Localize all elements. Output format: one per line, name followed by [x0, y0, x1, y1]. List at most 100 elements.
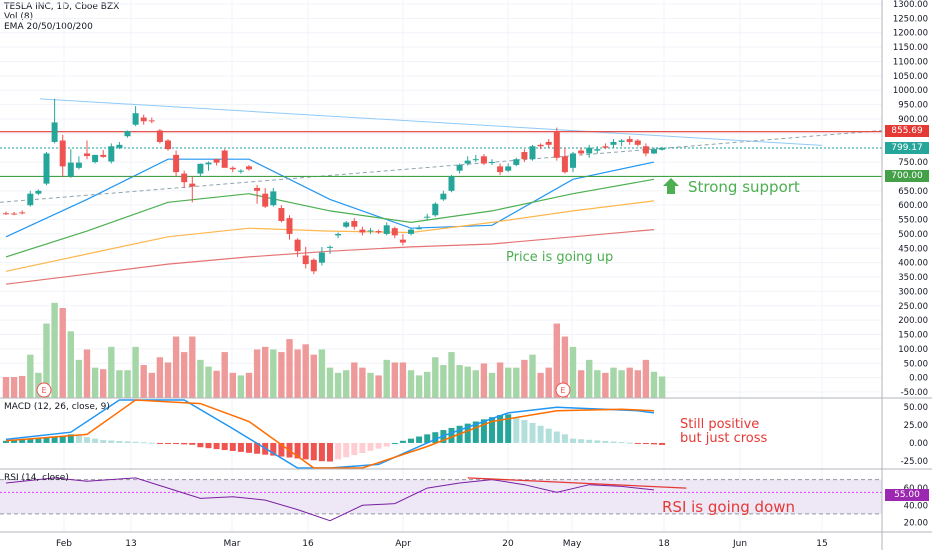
volume-bar — [424, 371, 431, 398]
macd-histogram-bar — [108, 440, 115, 443]
y-tick-label: 550.00 — [898, 216, 928, 226]
volume-bar — [610, 367, 617, 398]
macd-histogram-bar — [246, 442, 252, 453]
candle-body — [51, 122, 58, 142]
macd-histogram-bar — [480, 419, 487, 443]
macd-histogram-bar — [213, 442, 220, 450]
volume-bar — [10, 376, 18, 398]
volume-legend: Vol (8) — [4, 12, 34, 22]
candle-body — [359, 229, 366, 233]
earnings-marker — [36, 382, 52, 398]
macd-histogram-bar — [67, 434, 74, 443]
candle-body — [11, 213, 18, 215]
macd-histogram-bar — [497, 415, 504, 443]
volume-bar — [642, 359, 650, 398]
candle-body — [205, 162, 212, 165]
macd-histogram-bar — [205, 442, 212, 449]
y-tick-label: 250.00 — [898, 302, 928, 312]
y-tick-label: 750.00 — [898, 158, 928, 168]
rsi-divergence-line — [467, 477, 687, 489]
candle-body — [3, 213, 9, 215]
rsi-tick-label: 20.00 — [904, 518, 928, 528]
macd-histogram-bar — [570, 438, 576, 443]
macd-histogram-bar — [651, 442, 657, 445]
resistance-price-tag: 855.69 — [885, 125, 929, 137]
macd-histogram-bar — [197, 442, 204, 448]
volume-bar — [464, 366, 471, 398]
volume-bar — [318, 349, 326, 398]
macd-histogram-bar — [327, 442, 333, 462]
macd-histogram-bar — [424, 434, 431, 443]
macd-histogram-bar — [3, 440, 9, 443]
macd-histogram-bar — [602, 440, 609, 443]
volume-bar — [43, 323, 50, 398]
volume-bar — [472, 370, 479, 398]
volume-bar — [270, 349, 277, 398]
candle-body — [254, 187, 261, 191]
macd-histogram-bar — [310, 442, 317, 461]
candle-body — [140, 117, 147, 122]
rising-trendline — [0, 129, 883, 203]
candle-body — [181, 173, 188, 183]
candle-body — [262, 193, 269, 207]
candle-body — [27, 193, 34, 206]
volume-bar — [213, 370, 220, 398]
macd-histogram-bar — [19, 439, 26, 443]
volume-bar — [302, 344, 309, 398]
y-tick-label: 500.00 — [898, 230, 928, 240]
volume-bar — [59, 308, 66, 398]
volume-bar — [529, 354, 536, 398]
macd-histogram-bar — [659, 442, 666, 445]
candle-body — [165, 140, 171, 150]
volume-bar — [553, 323, 560, 398]
x-tick-label: Apr — [395, 539, 411, 549]
macd-histogram-bar — [642, 442, 649, 444]
y-tick-label: 1250.00 — [893, 14, 928, 24]
macd-note-line2: but just cross — [680, 431, 768, 446]
candle-body — [148, 120, 155, 122]
candle-body — [651, 149, 657, 154]
candle-body — [570, 153, 576, 168]
candle-body — [327, 246, 333, 248]
volume-bar — [286, 339, 293, 398]
macd-pane — [3, 399, 666, 469]
macd-histogram-bar — [35, 437, 42, 443]
volume-bar — [513, 367, 520, 398]
macd-histogram-bar — [221, 442, 228, 451]
macd-histogram-bar — [335, 442, 342, 460]
ema-legend: EMA 20/50/100/200 — [4, 22, 93, 32]
macd-histogram-bar — [472, 421, 479, 443]
volume-bar — [181, 352, 188, 398]
candle-body — [59, 140, 66, 167]
macd-histogram-bar — [43, 437, 50, 443]
candle-body — [213, 159, 220, 163]
volume-bar — [27, 354, 34, 398]
y-tick-label: 1200.00 — [893, 29, 928, 39]
candle-body — [294, 239, 301, 252]
x-tick-label: Jun — [732, 539, 747, 549]
volume-bar — [253, 349, 261, 398]
y-tick-label: 1000.00 — [893, 86, 928, 96]
candle-body — [343, 222, 350, 227]
macd-histogram-bar — [537, 425, 544, 443]
x-tick-label: 15 — [816, 539, 827, 549]
candle-body — [578, 150, 585, 154]
macd-histogram-bar — [383, 442, 390, 447]
y-tick-label: 1050.00 — [893, 72, 928, 82]
signal-line — [5, 399, 655, 469]
volume-bar — [19, 375, 26, 398]
candle-body — [351, 220, 358, 227]
volume-bar — [221, 352, 228, 398]
x-tick-label: 16 — [302, 539, 314, 549]
volume-bar — [634, 370, 641, 398]
rsi-pane — [0, 477, 882, 522]
macd-histogram-bar — [173, 442, 180, 444]
volume-bar — [407, 370, 415, 398]
candle-body — [529, 146, 536, 160]
volume-bar — [440, 365, 447, 398]
volume-bar — [432, 357, 439, 398]
y-tick-label: -50.00 — [901, 388, 928, 398]
